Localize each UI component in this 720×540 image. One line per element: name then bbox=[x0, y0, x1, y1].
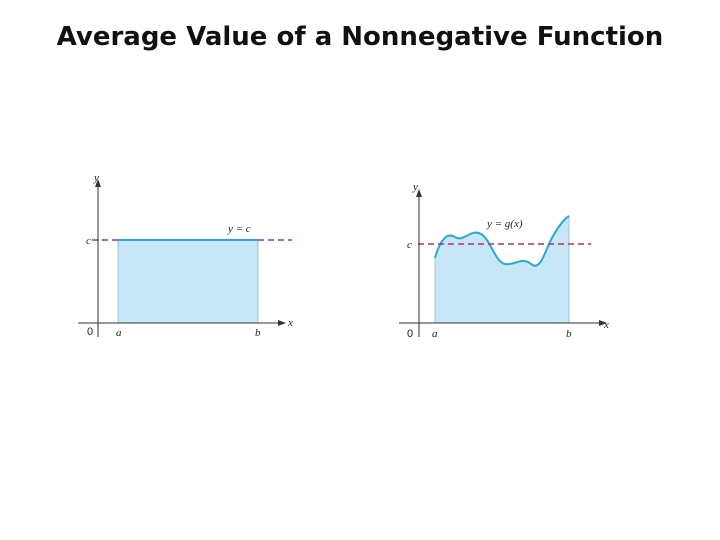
y-axis-arrow bbox=[95, 179, 101, 187]
b-label: b bbox=[566, 328, 572, 340]
general-function-graph: y x c y = g(x) 0 a b bbox=[399, 181, 609, 340]
constant-function-graph: y x c y = c 0 a b bbox=[78, 172, 293, 339]
origin-label: 0 bbox=[87, 326, 93, 338]
a-label: a bbox=[432, 328, 438, 340]
area-under-curve bbox=[434, 215, 570, 324]
c-label: c bbox=[407, 239, 412, 251]
x-axis-arrow bbox=[599, 320, 607, 326]
area-under-constant bbox=[117, 239, 259, 324]
y-axis-label: y bbox=[412, 181, 418, 193]
slide-title: Average Value of a Nonnegative Function bbox=[56, 22, 664, 52]
x-axis-label: x bbox=[603, 319, 609, 331]
x-axis-label: x bbox=[287, 317, 293, 329]
origin-label: 0 bbox=[407, 328, 413, 340]
curve-label: y = g(x) bbox=[486, 218, 523, 230]
c-label: c bbox=[86, 235, 91, 247]
g-curve bbox=[434, 215, 570, 267]
x-axis-arrow bbox=[278, 320, 286, 326]
b-label: b bbox=[255, 327, 261, 339]
a-label: a bbox=[116, 327, 122, 339]
y-axis-label: y bbox=[93, 172, 99, 184]
y-axis-arrow bbox=[416, 189, 422, 197]
curve-label: y = c bbox=[227, 223, 251, 235]
